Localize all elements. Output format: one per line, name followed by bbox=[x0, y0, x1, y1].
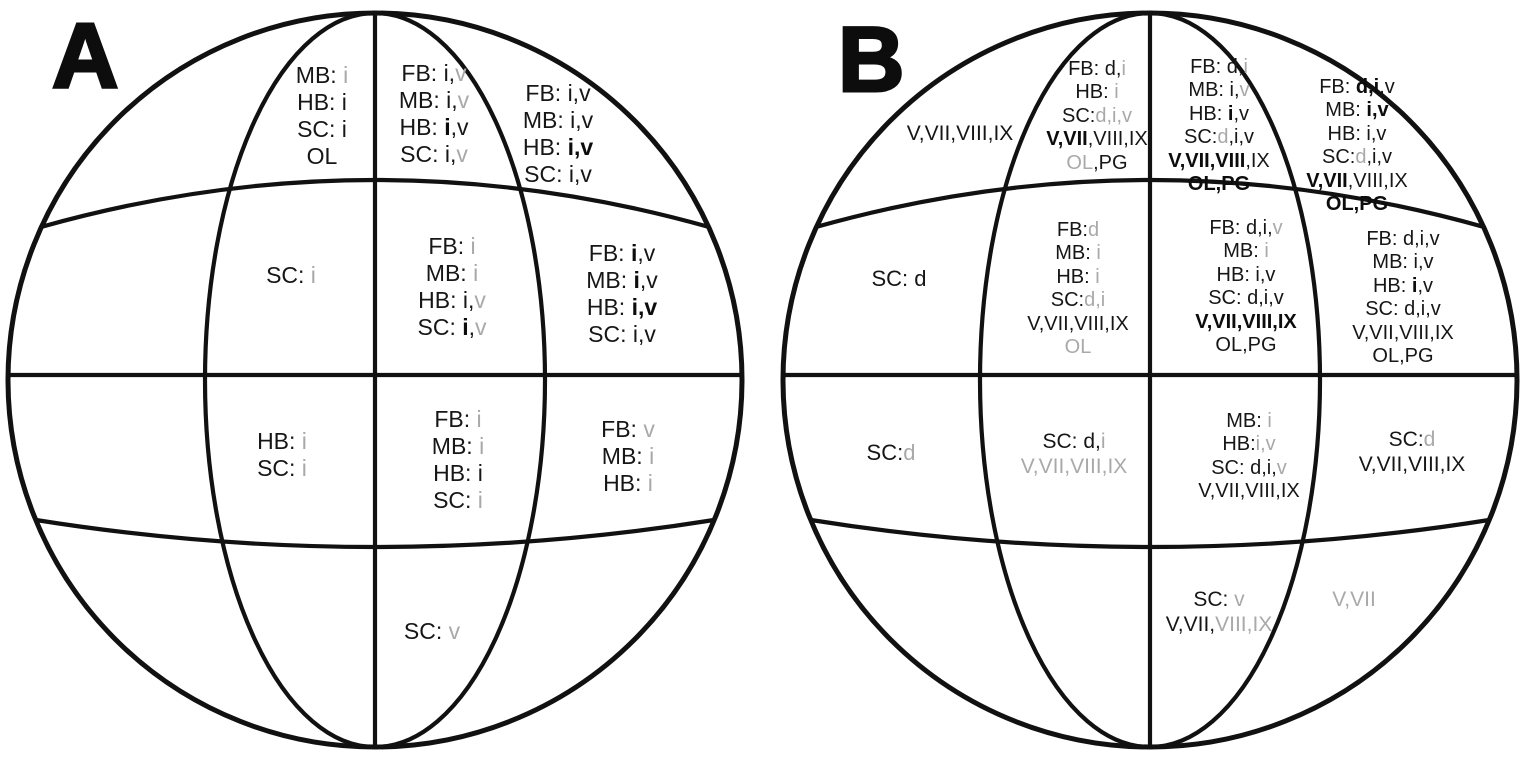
cell-label-b-mid-col4: FB: d,i,v MB: i,v HB: i,v SC: d,i,v V,VII,VI… bbox=[1352, 228, 1454, 367]
cell-label-b-bottom-col3: SC: v V,VII,VIII,IX bbox=[1165, 588, 1273, 636]
cell-label-a-top-col2: MB: i HB: i SC: i OL bbox=[295, 62, 349, 169]
cell-label-b-lower-col2: SC: d,i V,VII,VIII,IX bbox=[1020, 430, 1128, 478]
cell-label-a-mid-col3: FB: i MB: i HB: i,v SC: i,v bbox=[417, 233, 487, 340]
cell-label-b-lower-col4: SC:d V,VII,VIII,IX bbox=[1358, 428, 1466, 476]
sphere-b-diagram bbox=[780, 10, 1520, 750]
sphere-a-lower-parallel bbox=[33, 517, 717, 550]
cell-label-b-top-col3: FB: d,i MB: i,v HB: i,v SC:d,i,v V,VII,VIII,… bbox=[1168, 56, 1270, 195]
cell-label-b-bottom-col4: V,VII bbox=[1332, 588, 1376, 611]
cell-label-a-mid-col4: FB: i,v MB: i,v HB: i,v SC: i,v bbox=[586, 240, 658, 347]
sphere-a-upper-parallel bbox=[38, 177, 712, 230]
cell-label-a-lower-col2: HB: i SC: i bbox=[257, 428, 307, 481]
cell-label-a-top-col3: FB: i,v MB: i,v HB: i,v SC: i,v bbox=[398, 60, 470, 167]
cell-label-b-top-col1: V,VII,VIII,IX bbox=[906, 122, 1014, 145]
cell-label-b-top-col2: FB: d,i HB: i SC:d,i,v V,VII,VIII,IX OL,PG bbox=[1046, 58, 1148, 174]
panel-a-letter: A bbox=[50, 5, 119, 107]
cell-label-a-top-col4: FB: i,v MB: i,v HB: i,v SC: i,v bbox=[522, 80, 594, 187]
sphere-a-left-meridian bbox=[202, 10, 378, 750]
cell-label-b-lower-col1: SC:d bbox=[866, 440, 916, 465]
cell-label-a-lower-col3: FB: i MB: i HB: i SC: i bbox=[431, 406, 485, 513]
panel-b-letter: B bbox=[836, 9, 905, 111]
cell-label-b-mid-col3: FB: d,i,v MB: i HB: i,v SC: d,i,v V,VII,VIII… bbox=[1195, 217, 1297, 356]
cell-label-a-lower-col4: FB: v MB: i HB: i bbox=[601, 416, 655, 496]
cell-label-a-bottom-col3: SC: v bbox=[403, 618, 461, 644]
cell-label-b-mid-col2: FB:d MB: i HB: i SC:d,i V,VII,VIII,IX OL bbox=[1027, 219, 1129, 358]
sphere-a-diagram bbox=[5, 10, 745, 750]
cell-label-b-lower-col3: MB: i HB:i,v SC: d,i,v V,VII,VIII,IX bbox=[1198, 410, 1300, 503]
sphere-b-left-meridian bbox=[977, 10, 1153, 750]
sphere-b-right-meridian bbox=[1147, 10, 1323, 750]
sphere-b-upper-parallel bbox=[813, 177, 1487, 230]
cell-label-b-mid-col1: SC: d bbox=[871, 266, 927, 291]
cell-label-b-top-col4: FB: d,i,v MB: i,v HB: i,v SC:d,i,v V,VII,VII… bbox=[1306, 76, 1408, 215]
sphere-a-right-meridian bbox=[372, 10, 548, 750]
cell-label-a-mid-col2: SC: i bbox=[266, 262, 316, 288]
sphere-b-lower-parallel bbox=[808, 517, 1492, 550]
